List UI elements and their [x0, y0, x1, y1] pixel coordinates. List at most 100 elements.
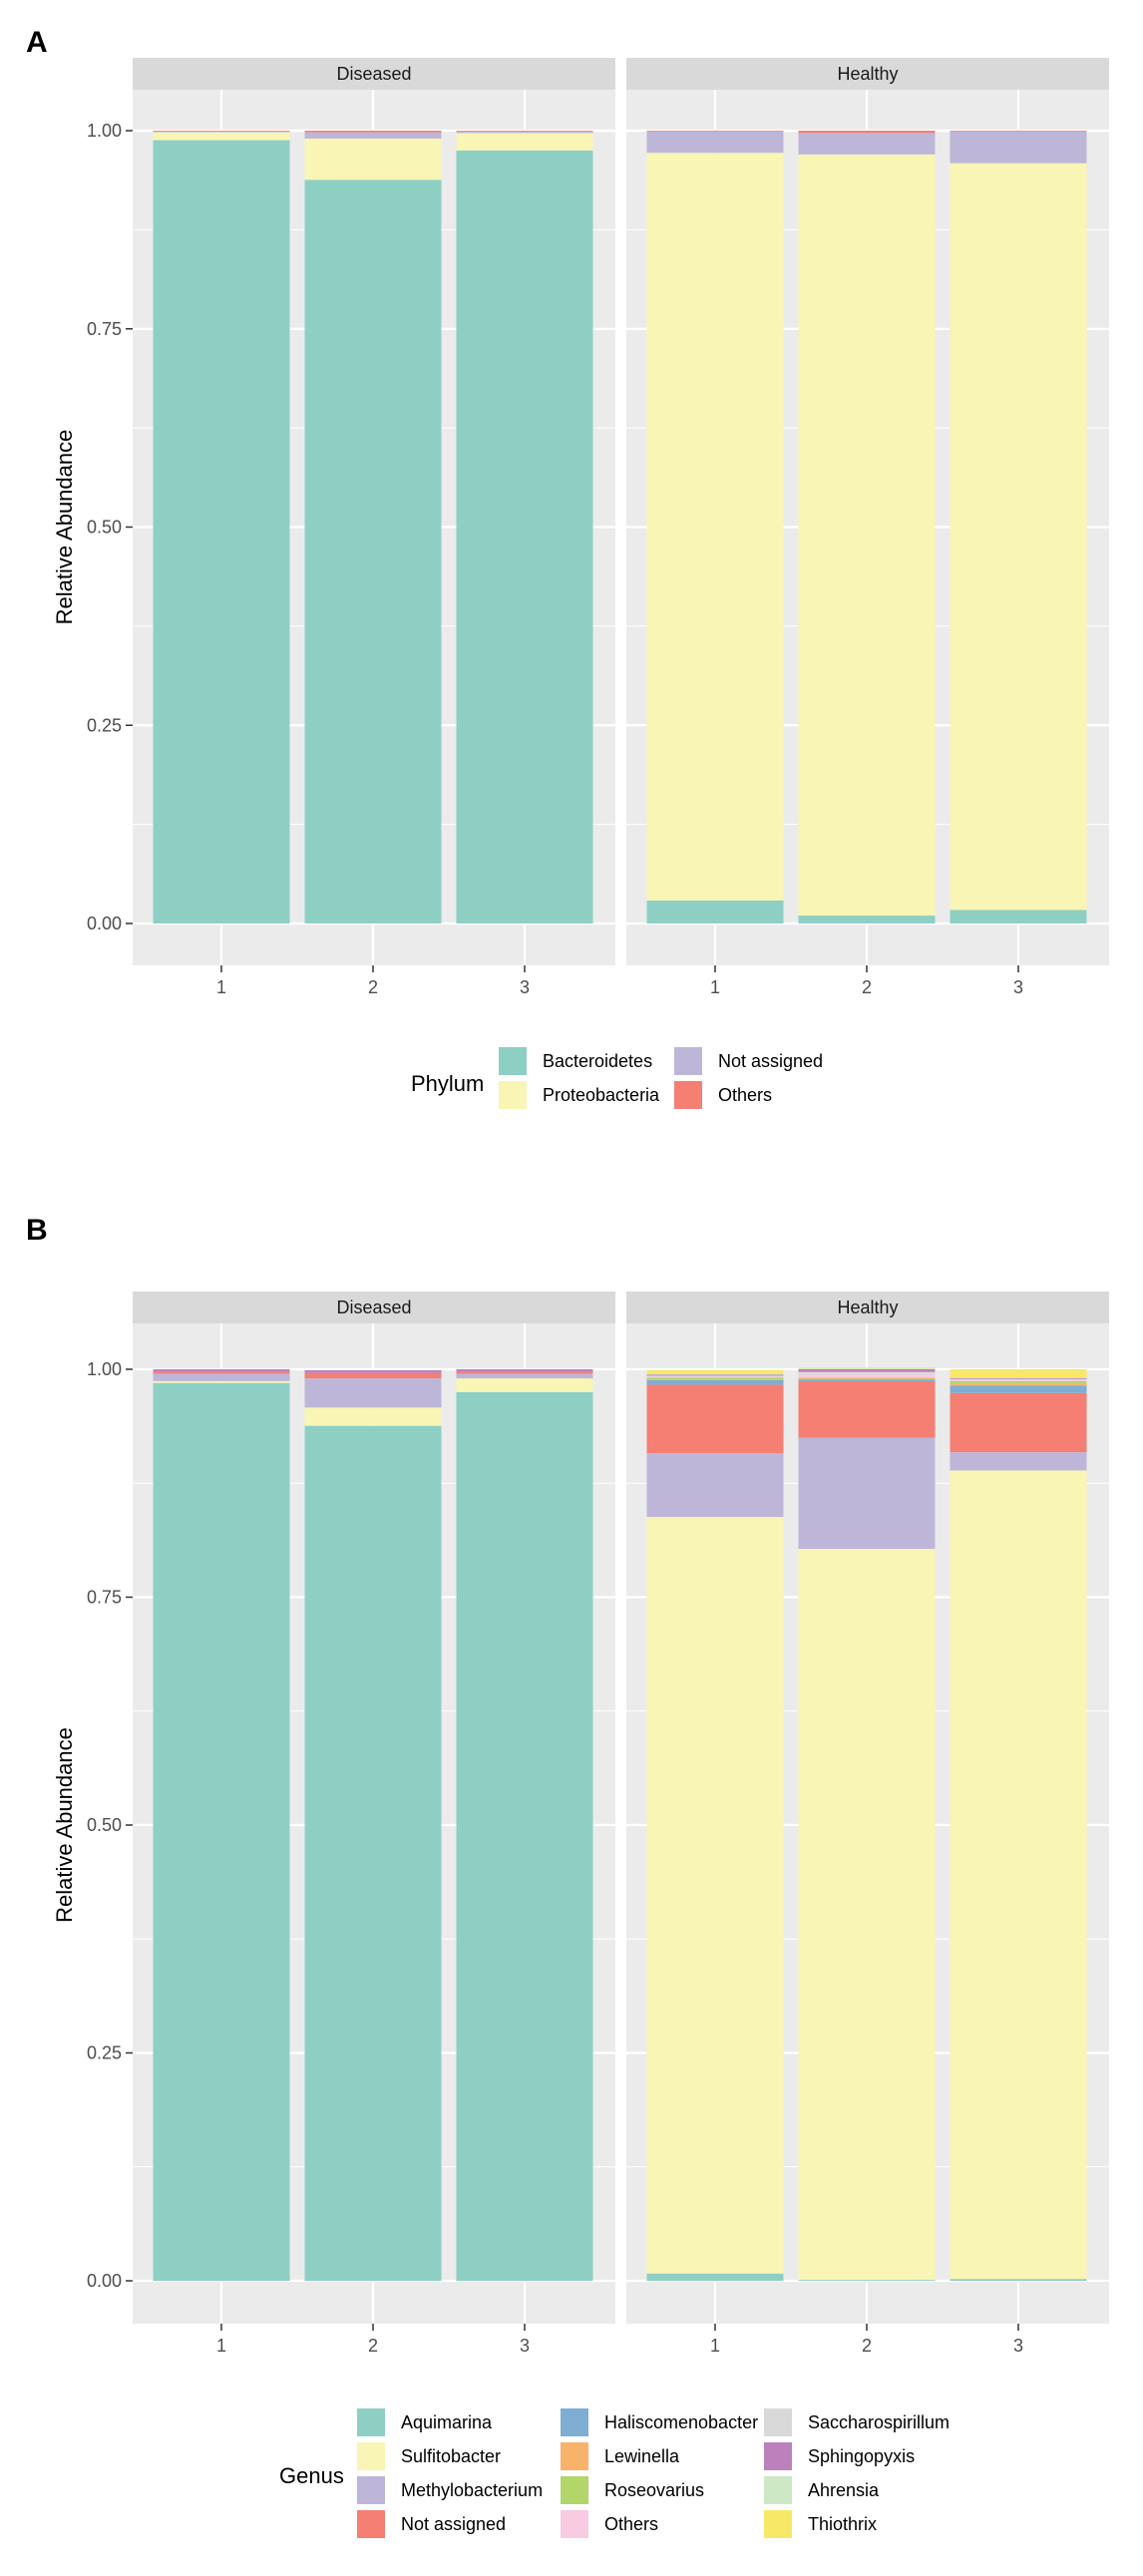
legend-label: Ahrensia: [808, 2480, 880, 2500]
bar-segment: [646, 1384, 784, 1454]
x-tick-label: 1: [216, 2336, 226, 2356]
bar-segment: [646, 2273, 784, 2281]
x-tick-label: 3: [520, 977, 530, 997]
bar-segment: [153, 131, 290, 132]
bar-segment: [950, 1380, 1087, 1384]
bar-segment: [950, 1369, 1087, 1378]
bar-segment: [153, 131, 290, 133]
bar-segment: [798, 154, 936, 917]
legend-label: Lewinella: [604, 2446, 680, 2466]
bar-segment: [950, 1379, 1087, 1381]
bar-segment: [153, 132, 290, 141]
x-tick-label: 2: [862, 2336, 872, 2356]
legend-label: Proteobacteria: [543, 1085, 660, 1105]
x-tick-label: 1: [216, 977, 226, 997]
bar-segment: [456, 1391, 593, 2281]
bar-segment: [456, 131, 593, 134]
bar-segment: [646, 1376, 784, 1378]
legend-label: Haliscomenobacter: [604, 2412, 758, 2432]
bar-segment: [950, 1383, 1087, 1386]
bar-segment: [456, 1369, 593, 1372]
legend-title: Phylum: [411, 1071, 484, 1096]
bar-segment: [798, 916, 936, 923]
legend-key: [561, 2442, 588, 2470]
facet-strip-label: Diseased: [336, 64, 411, 84]
legend-label: Sulfitobacter: [401, 2446, 501, 2466]
legend-key: [357, 2510, 385, 2538]
legend-key: [764, 2408, 792, 2436]
bar-segment: [304, 1369, 442, 1373]
bar-segment: [798, 1374, 936, 1378]
bar-segment: [456, 133, 593, 151]
facet-healthy: Healthy 1 2 3: [626, 58, 1109, 997]
bar-segment: [646, 131, 784, 154]
bar-segment: [304, 180, 442, 924]
legend-key: [764, 2510, 792, 2538]
facet-diseased: Diseased 1 2 3: [133, 1291, 615, 2356]
legend-label: Not assigned: [718, 1051, 823, 1071]
facet-strip: [133, 58, 615, 90]
facet-healthy: Healthy 1 2 3: [626, 1291, 1109, 2356]
bar-segment: [153, 1380, 290, 1383]
bar-segment: [798, 1549, 936, 2281]
bar-segment: [304, 1407, 442, 1426]
bar-segment: [456, 150, 593, 923]
facet-strip-label: Diseased: [336, 1297, 411, 1317]
facet-strip-label: Healthy: [837, 1297, 898, 1317]
bar-segment: [798, 1378, 936, 1380]
x-tick-label: 2: [368, 977, 378, 997]
legend-label: Sphingopyxis: [808, 2446, 915, 2466]
bar-segment: [950, 2279, 1087, 2281]
legend-title: Genus: [279, 2463, 344, 2488]
y-tick-label: 0.25: [87, 2043, 122, 2063]
bar-segment: [798, 1437, 936, 1550]
legend-key: [499, 1047, 527, 1075]
bar-segment: [646, 1453, 784, 1518]
y-tick-label: 0.00: [87, 2271, 122, 2291]
legend-label: Others: [604, 2514, 658, 2534]
bar-segment: [304, 1372, 442, 1379]
facet-diseased: Diseased 1 2 3: [133, 58, 615, 997]
bar-segment: [153, 1382, 290, 2281]
legend-key: [561, 2476, 588, 2504]
bar-segment: [304, 132, 442, 139]
x-tick-label: 2: [862, 977, 872, 997]
bar-segment: [950, 131, 1087, 164]
y-axis-label: Relative Abundance: [52, 1727, 77, 1923]
bar-segment: [646, 1379, 784, 1385]
bar-segment: [950, 131, 1087, 132]
panel-label: B: [26, 1214, 48, 1247]
y-tick-label: 0.75: [87, 1588, 122, 1608]
bar-segment: [798, 1377, 936, 1379]
bar-segment: [798, 133, 936, 155]
legend-key: [764, 2442, 792, 2470]
y-tick-label: 1.00: [87, 1359, 122, 1379]
bar-segment: [798, 1368, 936, 1369]
bar-segment: [153, 140, 290, 924]
bar-segment: [798, 2280, 936, 2281]
bar-segment: [304, 138, 442, 181]
legend-key: [764, 2476, 792, 2504]
facet-strip: [133, 1291, 615, 1323]
bar-segment: [950, 910, 1087, 923]
x-tick-label: 1: [710, 2336, 720, 2356]
x-tick-label: 2: [368, 2336, 378, 2356]
bar-segment: [456, 1378, 593, 1392]
bar-segment: [950, 1378, 1087, 1380]
legend-key: [357, 2476, 385, 2504]
bar-segment: [646, 1379, 784, 1380]
bar-segment: [646, 131, 784, 132]
bar-segment: [798, 1379, 936, 1381]
legend-label: Not assigned: [401, 2514, 506, 2534]
x-tick-label: 3: [520, 2336, 530, 2356]
bar-segment: [456, 131, 593, 132]
facet-strip: [626, 58, 1109, 90]
bar-segment: [646, 1375, 784, 1377]
legend-label: Roseovarius: [604, 2480, 704, 2500]
bar-segment: [646, 1369, 784, 1374]
bar-segment: [153, 1371, 290, 1374]
legend-key: [561, 2408, 588, 2436]
facet-strip: [626, 1291, 1109, 1323]
bar-segment: [950, 1392, 1087, 1453]
